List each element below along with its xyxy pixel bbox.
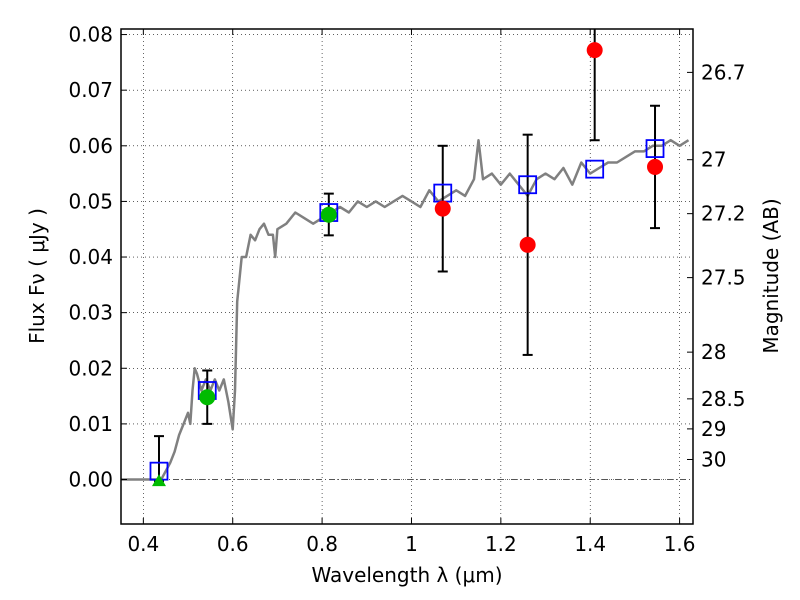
- grid: [121, 29, 693, 524]
- y-tick-label: 0.06: [68, 134, 113, 158]
- x-tick-label: 0.4: [127, 532, 159, 556]
- filled-circle-marker: [586, 42, 603, 59]
- magnitude-tick-label: 27: [701, 148, 726, 172]
- data-markers: [149, 42, 665, 487]
- open-square-marker: [518, 175, 538, 195]
- open-square-marker: [585, 159, 605, 179]
- filled-circle-marker: [199, 389, 216, 406]
- magnitude-tick-label: 28.5: [701, 387, 746, 411]
- magnitude-tick-label: 27.2: [701, 202, 746, 226]
- y-tick-label: 0.02: [68, 356, 113, 380]
- x-tick-label: 1.6: [664, 532, 696, 556]
- magnitude-tick-label: 26.7: [701, 60, 746, 84]
- y-tick-label: 0.00: [68, 468, 113, 492]
- y-tick-label: 0.05: [68, 189, 113, 213]
- y-tick-label: 0.08: [68, 23, 113, 47]
- x-tick-label: 0.6: [217, 532, 249, 556]
- x-tick-label: 0.8: [306, 532, 338, 556]
- x-tick-label: 1: [405, 532, 418, 556]
- open-square-marker: [645, 139, 665, 158]
- plot-background: [121, 29, 693, 524]
- y-tick-label: 0.01: [68, 412, 113, 436]
- filled-circle-marker: [434, 200, 451, 217]
- y-tick-label: 0.03: [68, 301, 113, 325]
- magnitude-tick-label: 27.5: [701, 266, 746, 290]
- filled-circle-marker: [320, 206, 337, 223]
- model-spectrum-line: [121, 138, 690, 481]
- y-tick-label: 0.07: [68, 78, 113, 102]
- x-tick-label: 1.4: [574, 532, 606, 556]
- y-tick-label: 0.04: [68, 245, 113, 269]
- axis-ticks: 0.4 0.6 0.8 1 1.2 1.4 1.6 0.00 0.01 0.02 0.03 0.04 0…: [68, 23, 745, 556]
- x-axis-title: Wavelength λ (μm): [311, 563, 502, 587]
- magnitude-tick-label: 29: [701, 417, 726, 441]
- magnitude-tick-label: 30: [701, 447, 726, 471]
- plot-area: [121, 29, 690, 487]
- filled-circle-marker: [647, 158, 664, 175]
- y-axis-title: Flux Fν ( μJy ): [25, 208, 49, 344]
- filled-circle-marker: [519, 236, 536, 253]
- magnitude-tick-label: 28: [701, 340, 726, 364]
- x-tick-label: 1.2: [485, 532, 517, 556]
- plot-frame: [120, 28, 694, 525]
- y-right-axis-title: Magnitude (AB): [759, 198, 783, 353]
- triangle-marker: [151, 474, 166, 487]
